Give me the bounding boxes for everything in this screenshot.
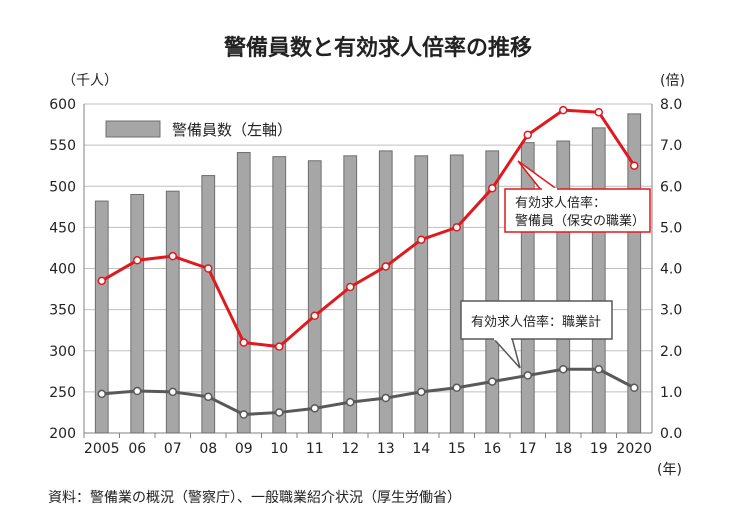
bar [485,150,500,434]
point-job-ratio-guard [239,338,248,347]
callout-text-all: 有効求人倍率：職業計 [471,314,601,330]
bar [343,155,358,434]
bar [520,142,535,434]
point-job-ratio-all [310,404,319,413]
point-job-ratio-guard [204,264,213,273]
y-right-tick-label: 6.0 [660,179,682,195]
chart-title: 警備員数と有効求人倍率の推移 [223,36,532,61]
legend-label: 警備員数（左軸） [172,121,292,139]
y-left-tick-label: 450 [49,220,76,236]
point-job-ratio-guard [168,251,177,261]
point-job-ratio-all [594,365,603,374]
y-left-tick-label: 350 [49,303,76,319]
bar [378,150,393,434]
bar [130,193,145,434]
y-right-tick-label: 8.0 [660,97,682,113]
bar [94,200,109,434]
point-job-ratio-all [417,387,426,397]
point-job-ratio-all [452,383,461,393]
x-tick-label: 2005 [84,441,120,457]
callout-pointer-guard [517,160,559,191]
x-unit: (年) [657,462,682,478]
point-job-ratio-all [204,392,213,402]
y-right-tick-label: 0.0 [660,426,682,442]
legend-swatch [105,120,161,138]
point-job-ratio-guard [594,107,603,117]
point-job-ratio-all [168,387,177,397]
bar [272,156,287,434]
point-job-ratio-all [133,386,142,396]
x-tick-label: 13 [377,441,395,457]
point-job-ratio-all [239,410,248,419]
y-left-tick-label: 300 [49,344,76,360]
y-right-tick-label: 2.0 [660,344,682,360]
x-tick-label: 11 [306,441,324,457]
y-right-tick-label: 3.0 [660,303,682,319]
y-left-tick-label: 550 [49,138,76,154]
x-tick-label: 12 [341,441,359,457]
y-left-tick-label: 600 [49,97,76,113]
y-right-tick-label: 1.0 [660,385,682,401]
point-job-ratio-guard [275,342,284,351]
point-job-ratio-guard [133,256,142,265]
x-tick-label: 06 [128,441,146,457]
bar [307,160,322,434]
y-left-tick-label: 250 [49,385,76,401]
y-left-unit: （千人） [62,73,118,89]
point-job-ratio-all [630,383,639,393]
bar [236,152,251,434]
y-right-tick-label: 4.0 [660,262,682,278]
point-job-ratio-guard [417,235,426,244]
x-tick-label: 14 [412,441,430,457]
point-job-ratio-all [97,389,106,399]
point-job-ratio-guard [488,184,497,193]
point-job-ratio-all [488,377,497,386]
y-right-unit: (倍) [660,73,685,89]
point-job-ratio-all [559,365,568,374]
point-job-ratio-all [523,371,532,380]
series-line-job-ratio-all [101,367,635,416]
x-tick-label: 17 [519,441,537,457]
point-job-ratio-guard [523,130,532,140]
x-tick-label: 10 [270,441,288,457]
source-note: 資料：警備業の概況（警察庁）、一般職業紹介状況（厚生労働省） [48,490,461,506]
bar [165,190,180,434]
callout-box-guard [504,188,651,233]
y-left-tick-label: 200 [49,426,76,442]
point-job-ratio-all [275,408,284,417]
bar [201,175,216,434]
y-left-tick-label: 400 [49,262,76,278]
point-job-ratio-guard [559,105,568,115]
callout-box-all [460,300,613,340]
point-job-ratio-guard [346,282,355,292]
x-tick-label: 15 [448,441,466,457]
callout-text-guard-line1: 有効求人倍率： [515,195,606,211]
point-job-ratio-guard [630,161,639,170]
x-tick-label: 08 [199,441,217,457]
x-tick-label: 09 [235,441,253,457]
point-job-ratio-all [346,397,355,407]
y-left-tick-label: 500 [49,179,76,195]
x-tick-label: 19 [590,441,608,457]
x-tick-label: 18 [554,441,572,457]
y-right-tick-label: 7.0 [660,138,682,154]
point-job-ratio-guard [452,223,461,232]
point-job-ratio-all [381,393,390,403]
x-tick-label: 2020 [616,441,652,457]
callout-text-guard-line2: 警備員（保安の職業） [515,213,645,229]
y-right-tick-label: 5.0 [660,220,682,236]
series-line-job-ratio-guard [100,108,636,349]
bar [556,140,571,434]
bar [414,155,429,434]
point-job-ratio-guard [97,276,106,286]
bar [591,127,606,434]
x-tick-label: 07 [164,441,182,457]
callout-pointer-all [492,337,521,369]
point-job-ratio-guard [310,311,319,321]
x-tick-label: 16 [483,441,501,457]
point-job-ratio-guard [381,262,390,271]
